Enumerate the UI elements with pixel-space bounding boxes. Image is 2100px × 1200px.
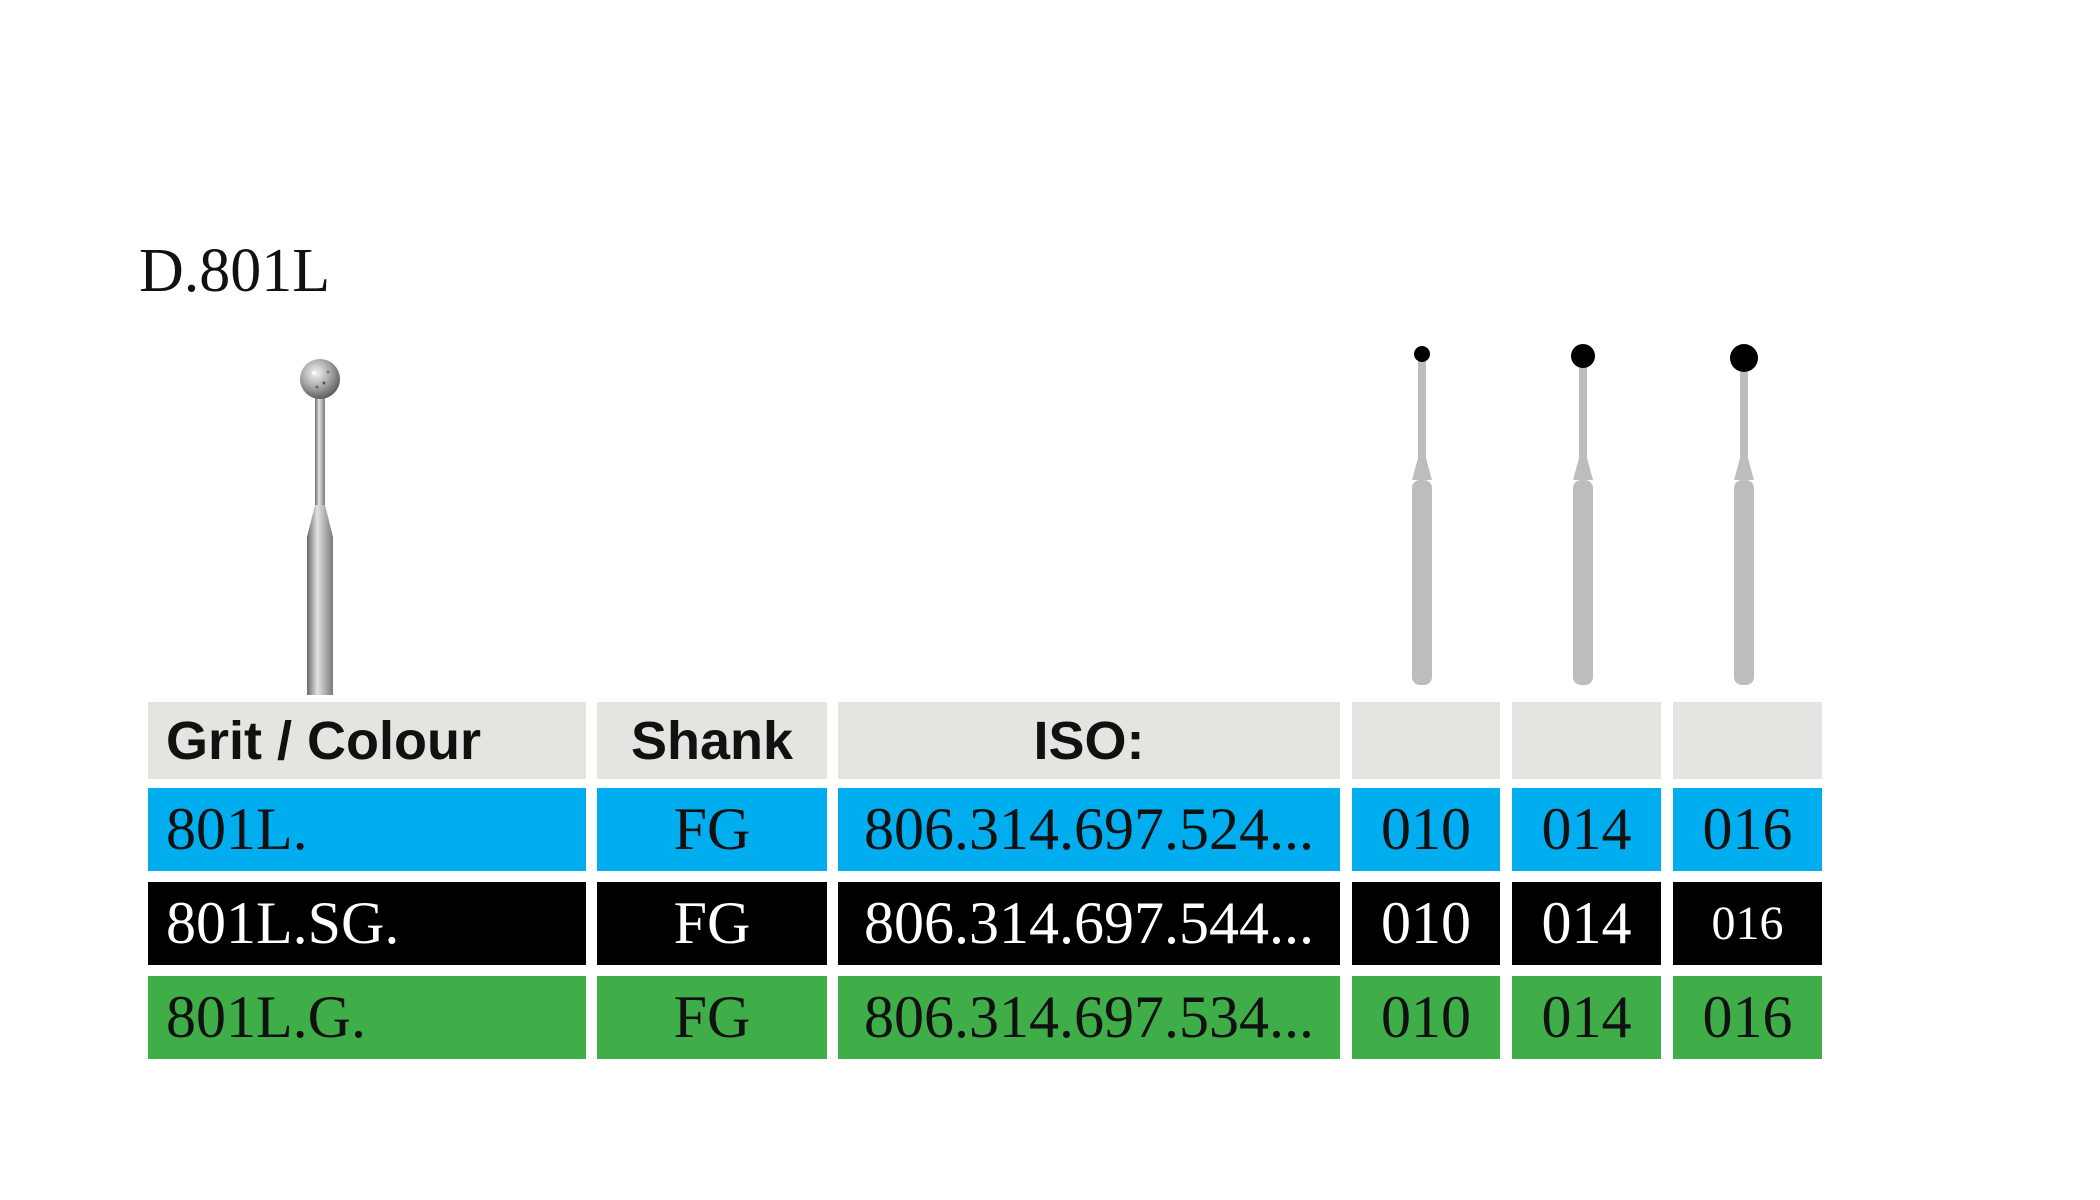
- row-size: 014: [1512, 976, 1661, 1059]
- row-iso: 806.314.697.534...: [838, 976, 1340, 1059]
- row-grit: 801L.: [148, 788, 586, 871]
- row-size: 016: [1673, 976, 1822, 1059]
- row-size: 010: [1352, 882, 1500, 965]
- bur-size-silhouette-icon: [1571, 344, 1595, 685]
- row-shank: FG: [597, 882, 827, 965]
- row-grit: 801L.G.: [148, 976, 586, 1059]
- header-size-2: [1512, 702, 1661, 779]
- header-size-3: [1673, 702, 1822, 779]
- row-size: 016: [1673, 882, 1822, 965]
- row-size: 014: [1512, 788, 1661, 871]
- row-iso: 806.314.697.524...: [838, 788, 1340, 871]
- row-grit: 801L.SG.: [148, 882, 586, 965]
- diamond-ball-bur-icon: [300, 359, 340, 695]
- row-size: 014: [1512, 882, 1661, 965]
- row-size: 010: [1352, 788, 1500, 871]
- header-iso: ISO:: [838, 702, 1340, 779]
- product-title: D.801L: [139, 237, 331, 305]
- row-shank: FG: [597, 788, 827, 871]
- header-shank: Shank: [597, 702, 827, 779]
- header-size-1: [1352, 702, 1500, 779]
- bur-size-silhouette-icon: [1412, 346, 1432, 685]
- row-size: 010: [1352, 976, 1500, 1059]
- row-shank: FG: [597, 976, 827, 1059]
- bur-size-silhouette-icon: [1730, 344, 1758, 685]
- row-iso: 806.314.697.544...: [838, 882, 1340, 965]
- header-grit-colour: Grit / Colour: [148, 702, 586, 779]
- row-size: 016: [1673, 788, 1822, 871]
